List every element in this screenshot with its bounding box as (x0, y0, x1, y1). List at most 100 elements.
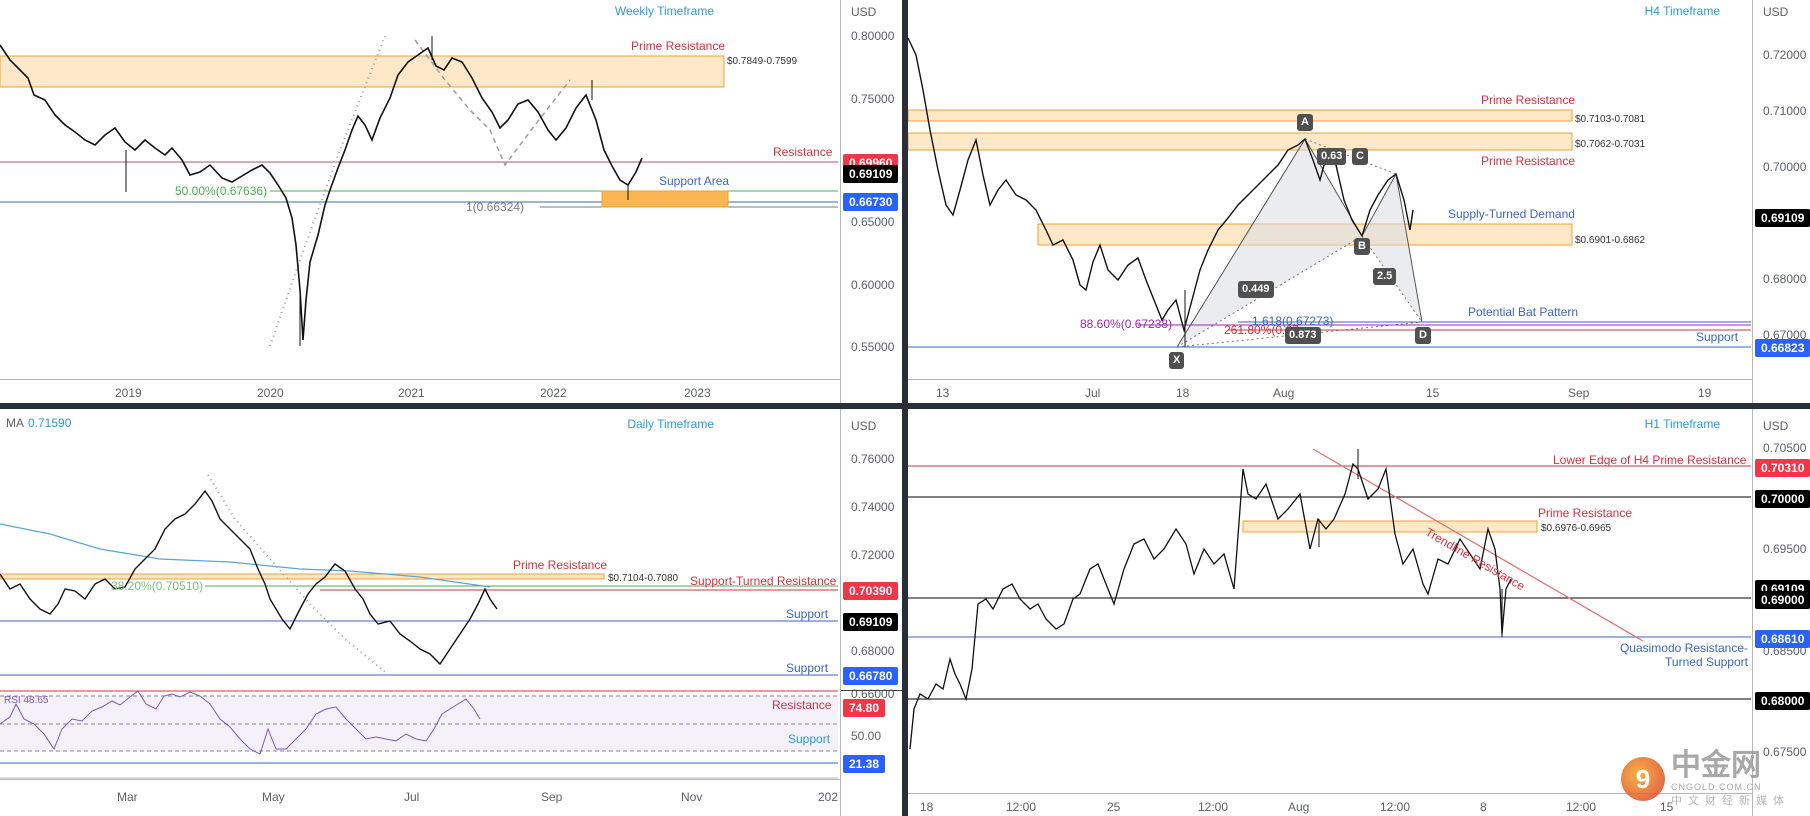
weekly-y-tick: 0.75000 (851, 92, 895, 106)
daily-support-turned-resistance-label: Support-Turned Resistance (690, 574, 837, 588)
h4-prime-resistance-1-label: Prime Resistance (1481, 93, 1576, 107)
rsi-resistance-label: Resistance (772, 698, 832, 712)
daily-currency-label: USD (851, 419, 877, 433)
watermark-sub: 中文财经新媒体 (1671, 795, 1790, 807)
h4-ratio-xd: 0.873 (1285, 327, 1321, 344)
weekly-currency-label: USD (851, 5, 877, 19)
h4-point-x: X (1169, 352, 1185, 369)
daily-support-2-label: Support (786, 661, 829, 675)
rsi-resistance-badge: 74.80 (843, 699, 886, 717)
daily-ma-value: 0.71590 (28, 416, 72, 430)
h4-currency-label: USD (1763, 5, 1789, 19)
weekly-time-axis[interactable]: 2019 2020 2021 2022 2023 (0, 379, 840, 403)
daily-prime-resistance-label: Prime Resistance (513, 558, 608, 572)
daily-fib-382-label: 38.20%(0.70510) (111, 579, 204, 593)
rsi-y-tick: 50.00 (851, 729, 882, 743)
h1-y-tick: 0.70500 (1763, 441, 1807, 455)
watermark-cn: 中金网 (1671, 748, 1761, 783)
weekly-prime-resistance-label: Prime Resistance (631, 39, 726, 53)
h1-x-tick: 18 (920, 800, 934, 814)
h4-ratio-bd: 2.5 (1373, 268, 1397, 285)
h1-prime-range: $0.6976-0.6965 (1541, 523, 1612, 534)
weekly-prime-range: $0.7849-0.7599 (727, 56, 798, 67)
h4-ratio-xb: 0.449 (1238, 281, 1274, 298)
daily-current-price-badge: 0.69109 (843, 613, 899, 631)
daily-time-axis[interactable]: Mar May Jul Sep Nov 202 (0, 779, 840, 816)
h1-y-tick: 0.69500 (1763, 542, 1807, 556)
h1-title: H1 Timeframe (1644, 417, 1720, 431)
weekly-y-tick: 0.55000 (851, 340, 895, 354)
weekly-fib-1-label: 1(0.66324) (466, 200, 525, 214)
h4-x-tick: Jul (1085, 386, 1101, 400)
daily-support-badge: 0.66780 (843, 667, 899, 685)
daily-prime-range: $0.7104-0.7080 (608, 573, 679, 584)
h4-ratio-ac: 0.63 (1317, 148, 1347, 165)
weekly-support-badge: 0.66730 (843, 193, 899, 211)
h1-qm-badge: 0.68610 (1755, 630, 1810, 648)
h1-x-tick: 8 (1480, 800, 1487, 814)
weekly-chart-panel[interactable]: Weekly Timeframe Prime Resistance $0.784… (0, 0, 902, 403)
h1-lower-edge-label: Lower Edge of H4 Prime Resistance (1553, 453, 1747, 467)
weekly-current-price-badge: 0.69109 (843, 165, 899, 183)
h1-currency-label: USD (1763, 419, 1789, 433)
weekly-y-tick: 0.80000 (851, 29, 895, 43)
h4-y-tick: 0.70000 (1763, 160, 1807, 174)
h1-level-068-badge: 0.68000 (1755, 692, 1810, 710)
h4-chart-panel[interactable]: H4 Timeframe Prime Resistance $0.7103-0.… (908, 0, 1810, 403)
h1-x-tick: 12:00 (1566, 800, 1597, 814)
h1-x-tick: 12:00 (1198, 800, 1229, 814)
daily-price-axis[interactable]: USD 0.76000 0.74000 0.72000 0.68000 0.66… (840, 409, 902, 816)
h1-price-axis[interactable]: USD 0.70500 0.69500 0.68500 0.67500 0.70… (1752, 409, 1810, 816)
h4-x-tick: 19 (1698, 386, 1712, 400)
rsi-value: 48.65 (23, 695, 49, 706)
h4-prime-range-1: $0.7103-0.7081 (1575, 114, 1646, 125)
daily-plot[interactable] (0, 409, 902, 816)
h1-qm-label-line2: Turned Support (1665, 655, 1748, 669)
h4-price-axis[interactable]: USD 0.72000 0.71000 0.70000 0.68000 0.67… (1752, 0, 1810, 403)
h1-chart-panel[interactable]: H1 Timeframe Lower Edge of H4 Prime Resi… (908, 409, 1810, 816)
h1-x-tick: 25 (1107, 800, 1121, 814)
h4-current-price-badge: 0.69109 (1755, 209, 1810, 227)
weekly-title: Weekly Timeframe (614, 4, 714, 18)
watermark-en: CNGOLD.COM.CN (1671, 782, 1762, 792)
daily-x-tick: Sep (541, 790, 563, 804)
h1-x-tick: 12:00 (1006, 800, 1037, 814)
h4-y-tick: 0.72000 (1763, 48, 1807, 62)
h4-x-tick: 13 (936, 386, 950, 400)
h4-demand-label: Supply-Turned Demand (1448, 207, 1575, 221)
h1-x-tick: 15 (1660, 800, 1674, 814)
h1-x-tick: Aug (1288, 800, 1310, 814)
rsi-name: RSI (4, 695, 21, 706)
h4-x-tick: 18 (1176, 386, 1190, 400)
h4-y-tick: 0.67000 (1763, 328, 1807, 342)
weekly-x-tick: 2019 (115, 386, 142, 400)
weekly-plot[interactable] (0, 0, 902, 403)
cngold-logo-icon: 9 (1621, 757, 1665, 801)
h1-lower-edge-badge: 0.70310 (1755, 459, 1810, 477)
daily-ma-label: MA (6, 416, 24, 430)
daily-y-tick: 0.74000 (851, 500, 895, 514)
h4-x-tick: Aug (1273, 386, 1295, 400)
h4-plot[interactable] (908, 0, 1810, 403)
daily-support-1-label: Support (786, 607, 829, 621)
daily-x-tick: Mar (117, 790, 138, 804)
weekly-x-tick: 2020 (257, 386, 284, 400)
h4-support-label: Support (1696, 330, 1739, 344)
rsi-pane-divider (841, 690, 902, 691)
h4-demand-range: $0.6901-0.6862 (1575, 235, 1646, 246)
h1-plot[interactable] (908, 409, 1810, 816)
h4-title: H4 Timeframe (1644, 4, 1720, 18)
h4-y-tick: 0.68000 (1763, 272, 1807, 286)
weekly-price-axis[interactable]: USD 0.80000 0.75000 0.65000 0.60000 0.55… (840, 0, 902, 403)
weekly-x-tick: 2021 (398, 386, 425, 400)
h1-level-070-badge: 0.70000 (1755, 490, 1810, 508)
h1-time-axis[interactable]: 18 12:00 25 12:00 Aug 12:00 8 12:00 15 (908, 793, 1752, 816)
h4-point-c: C (1352, 148, 1368, 165)
daily-chart-panel[interactable]: MA 0.71590 Daily Timeframe Prime Resista… (0, 409, 902, 816)
h4-time-axis[interactable]: 13 Jul 18 Aug 15 Sep 19 (908, 379, 1752, 403)
weekly-support-area-label: Support Area (659, 174, 730, 188)
daily-y-tick: 0.68000 (851, 644, 895, 658)
daily-x-tick: 202 (818, 790, 839, 804)
h4-support-badge: 0.66823 (1755, 339, 1810, 357)
